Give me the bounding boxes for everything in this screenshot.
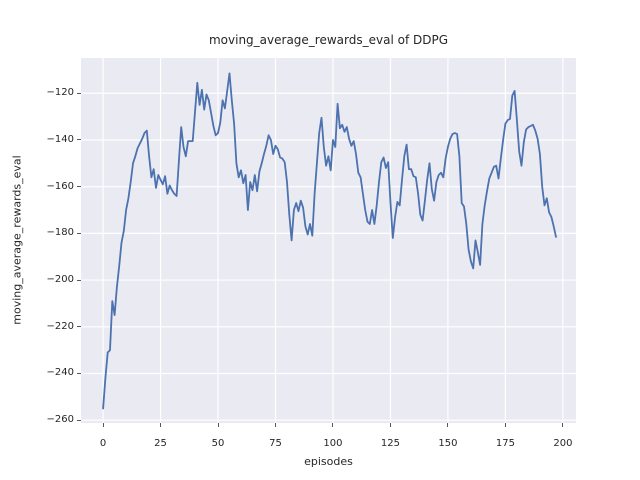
x-tick-label: 200 — [553, 438, 573, 449]
y-tick-label: −160 — [46, 180, 74, 192]
y-tick-mark — [77, 279, 81, 281]
x-tick-mark — [160, 423, 162, 427]
x-tick-label: 0 — [99, 438, 107, 449]
series-line — [102, 72, 557, 410]
x-tick-mark — [562, 423, 564, 427]
y-tick-mark — [77, 419, 81, 421]
x-tick-label: 125 — [380, 438, 400, 449]
x-tick-label: 175 — [495, 438, 515, 449]
y-tick-label: −120 — [46, 87, 74, 99]
y-tick-label: −200 — [46, 274, 74, 286]
y-tick-mark — [77, 232, 81, 234]
x-tick-label: 150 — [438, 438, 458, 449]
x-tick-label: 100 — [323, 438, 343, 449]
x-tick-label: 75 — [269, 438, 282, 449]
plot-area — [81, 58, 576, 423]
chart-title: moving_average_rewards_eval of DDPG — [208, 33, 448, 47]
x-tick-label: 50 — [211, 438, 225, 449]
y-tick-label: −240 — [46, 367, 74, 379]
x-axis-label: episodes — [304, 455, 353, 468]
x-tick-mark — [389, 423, 391, 427]
plot-canvas — [81, 58, 576, 423]
y-tick-mark — [77, 186, 81, 188]
y-tick-mark — [77, 92, 81, 94]
y-tick-label: −180 — [46, 227, 74, 239]
x-tick-mark — [332, 423, 334, 427]
y-tick-mark — [77, 372, 81, 374]
x-tick-label: 25 — [154, 438, 167, 449]
x-tick-mark — [504, 423, 506, 427]
y-tick-label: −260 — [46, 414, 74, 426]
x-tick-mark — [102, 423, 104, 427]
y-tick-mark — [77, 139, 81, 141]
x-tick-mark — [217, 423, 219, 427]
x-tick-mark — [447, 423, 449, 427]
y-tick-label: −220 — [46, 320, 74, 332]
y-tick-label: −140 — [46, 133, 74, 145]
x-tick-mark — [275, 423, 276, 427]
y-tick-mark — [77, 326, 81, 328]
